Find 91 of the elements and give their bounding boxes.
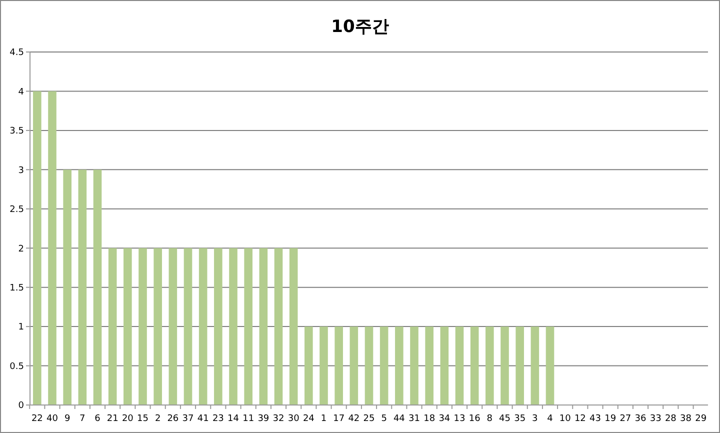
x-tick-label: 41 (197, 414, 209, 424)
x-tick-label: 17 (333, 414, 345, 424)
bar (93, 170, 102, 405)
x-tick-label: 38 (680, 414, 692, 424)
x-tick-label: 11 (242, 414, 254, 424)
x-tick-label: 20 (122, 414, 134, 424)
bar (48, 91, 56, 405)
bar (214, 248, 222, 405)
bar (500, 326, 509, 405)
x-tick-label: 43 (590, 414, 601, 424)
bar (320, 326, 328, 405)
x-tick-label: 30 (288, 414, 300, 424)
x-tick-label: 35 (514, 414, 526, 424)
bar (410, 326, 418, 405)
x-tick-label: 45 (499, 414, 510, 424)
bar (440, 326, 449, 405)
bar (455, 326, 464, 405)
x-tick-label: 37 (182, 414, 194, 424)
bar (154, 248, 162, 405)
bar (274, 248, 283, 405)
bar (334, 326, 343, 405)
bar (244, 248, 252, 405)
y-tick-label: 4 (18, 87, 24, 98)
x-tick-label: 14 (228, 414, 240, 424)
bar (259, 248, 268, 405)
bar (78, 170, 87, 405)
bar (124, 248, 132, 405)
x-tick-label: 6 (94, 414, 101, 424)
x-tick-label: 26 (167, 414, 179, 424)
x-tick-label: 34 (438, 414, 450, 424)
bar (364, 326, 374, 405)
bar (380, 326, 388, 405)
x-tick-label: 1 (320, 414, 327, 424)
x-tick-label: 16 (468, 414, 481, 424)
bar (184, 248, 192, 405)
y-tick-label: 0 (18, 401, 24, 412)
bar (304, 326, 313, 405)
bar (63, 170, 72, 405)
bar (350, 326, 358, 405)
y-tick-label: 1.5 (10, 283, 24, 294)
y-tick-label: 4.5 (10, 48, 24, 58)
x-tick-label: 18 (424, 414, 436, 424)
x-tick-label: 22 (31, 414, 43, 424)
bar (530, 326, 540, 405)
x-tick-label: 9 (64, 414, 70, 424)
y-tick-label: 3 (18, 166, 24, 176)
x-tick-label: 31 (408, 414, 420, 424)
bar (486, 326, 494, 405)
x-tick-label: 8 (486, 414, 493, 424)
bar (470, 326, 479, 405)
x-tick-label: 2 (154, 414, 161, 424)
x-tick-label: 12 (574, 414, 586, 424)
x-tick-label: 21 (106, 414, 118, 424)
x-tick-label: 44 (393, 414, 406, 424)
y-tick-label: 2 (18, 244, 24, 254)
bar (395, 326, 404, 405)
bar (33, 91, 42, 405)
bar (289, 248, 298, 405)
x-tick-label: 40 (46, 414, 58, 424)
chart-title: 10주간 (331, 17, 389, 37)
x-tick-label: 42 (348, 414, 360, 424)
y-tick-label: 0.5 (10, 362, 24, 372)
x-tick-label: 32 (272, 414, 284, 424)
x-tick-label: 10 (559, 414, 572, 424)
x-tick-label: 39 (258, 414, 270, 424)
x-tick-label: 19 (604, 414, 616, 424)
x-tick-label: 3 (532, 414, 538, 424)
x-tick-label: 28 (664, 414, 677, 424)
x-tick-label: 15 (137, 414, 148, 424)
bar (168, 248, 178, 405)
bar (108, 248, 117, 405)
bar (198, 248, 208, 405)
x-tick-label: 25 (363, 414, 375, 424)
bar (546, 326, 554, 405)
x-tick-label: 13 (454, 414, 466, 424)
x-tick-label: 33 (650, 414, 662, 424)
x-tick-label: 27 (620, 414, 632, 424)
x-tick-label: 36 (634, 414, 646, 424)
x-tick-label: 7 (80, 414, 86, 424)
x-tick-label: 23 (212, 414, 224, 424)
bar (138, 248, 147, 405)
bar (516, 326, 524, 405)
bar (425, 326, 434, 405)
bar (229, 248, 238, 405)
x-tick-label: 4 (547, 414, 554, 424)
x-tick-label: 5 (381, 414, 387, 424)
y-tick-label: 1 (18, 322, 24, 333)
y-tick-label: 2.5 (10, 205, 24, 216)
x-tick-label: 24 (302, 414, 315, 424)
x-tick-label: 29 (695, 414, 707, 424)
y-tick-label: 3.5 (10, 126, 24, 137)
